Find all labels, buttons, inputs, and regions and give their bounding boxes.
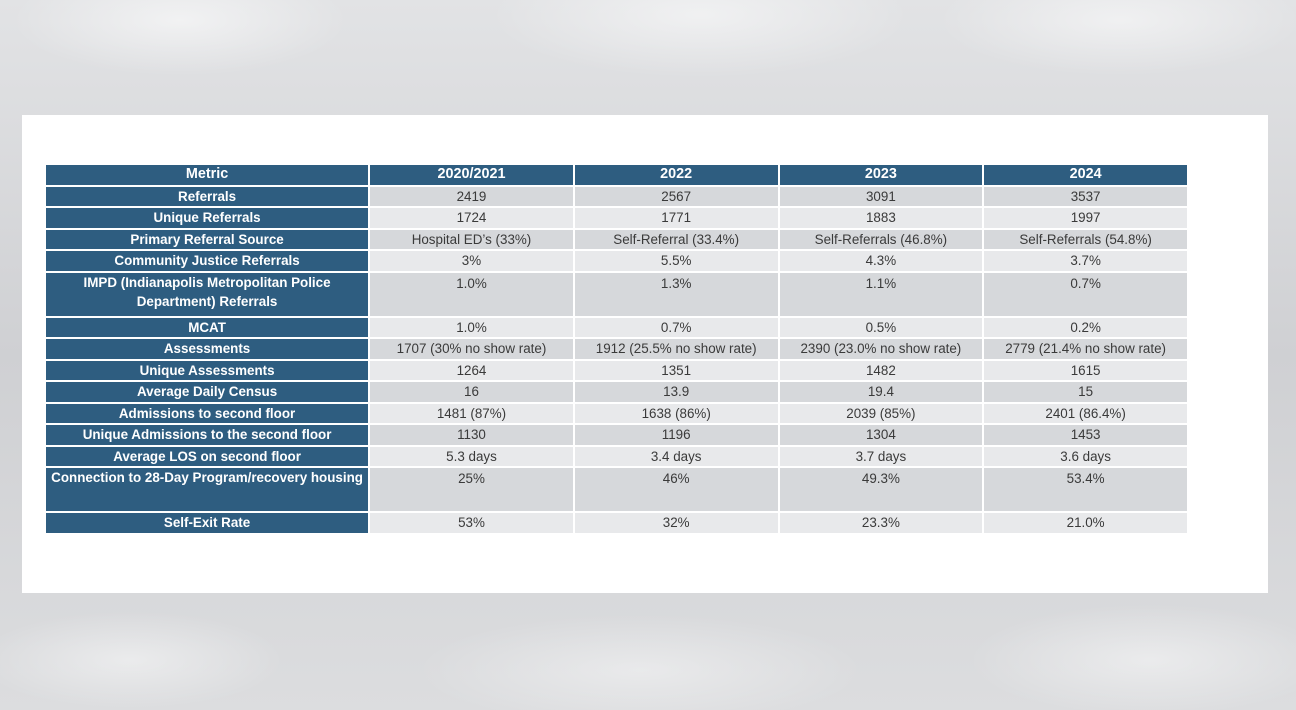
column-header-2022: 2022 xyxy=(574,165,778,185)
table-cell: 13.9 xyxy=(574,382,778,402)
row-label: MCAT xyxy=(46,317,369,337)
table-cell: 2567 xyxy=(574,186,778,206)
row-label: Average LOS on second floor xyxy=(46,446,369,466)
table-cell: 3% xyxy=(370,251,573,271)
row-label: Primary Referral Source xyxy=(46,229,369,249)
row-label: Self-Exit Rate xyxy=(46,513,369,533)
header-row: Metric 2020/2021 2022 2023 2024 xyxy=(46,165,1187,185)
table-cell: 1.3% xyxy=(574,272,778,316)
table-cell: 1883 xyxy=(779,208,983,228)
column-header-metric: Metric xyxy=(46,165,369,185)
table-row: Admissions to second floor 1481 (87%) 16… xyxy=(46,403,1187,423)
table-cell: 0.2% xyxy=(984,317,1187,337)
table-cell: Self-Referrals (54.8%) xyxy=(984,229,1187,249)
table-cell: 15 xyxy=(984,382,1187,402)
table-row: Self-Exit Rate 53% 32% 23.3% 21.0% xyxy=(46,513,1187,533)
table-cell: 2419 xyxy=(370,186,573,206)
row-label: Community Justice Referrals xyxy=(46,251,369,271)
column-header-2020-2021: 2020/2021 xyxy=(370,165,573,185)
row-label: Admissions to second floor xyxy=(46,403,369,423)
table-cell: 5.5% xyxy=(574,251,778,271)
table-row: Unique Referrals 1724 1771 1883 1997 xyxy=(46,208,1187,228)
metrics-table: Metric 2020/2021 2022 2023 2024 Referral… xyxy=(44,163,1189,535)
table-cell: 5.3 days xyxy=(370,446,573,466)
table-cell: 46% xyxy=(574,468,778,511)
table-cell: 1615 xyxy=(984,360,1187,380)
table-cell: 1453 xyxy=(984,425,1187,445)
table-cell: 4.3% xyxy=(779,251,983,271)
table-row: Average LOS on second floor 5.3 days 3.4… xyxy=(46,446,1187,466)
table-row: Unique Admissions to the second floor 11… xyxy=(46,425,1187,445)
table-row: Average Daily Census 16 13.9 19.4 15 xyxy=(46,382,1187,402)
row-label: Unique Admissions to the second floor xyxy=(46,425,369,445)
table-cell: 1482 xyxy=(779,360,983,380)
table-cell: 21.0% xyxy=(984,513,1187,533)
table-cell: 3.7% xyxy=(984,251,1187,271)
slide-panel: Metric 2020/2021 2022 2023 2024 Referral… xyxy=(22,115,1268,593)
row-label: Connection to 28-Day Program/recovery ho… xyxy=(46,468,369,511)
table-cell: 23.3% xyxy=(779,513,983,533)
table-cell: 1481 (87%) xyxy=(370,403,573,423)
table-row: Referrals 2419 2567 3091 3537 xyxy=(46,186,1187,206)
row-label: Assessments xyxy=(46,339,369,359)
table-cell: 0.7% xyxy=(984,272,1187,316)
table-cell: 1.0% xyxy=(370,272,573,316)
table-row: Unique Assessments 1264 1351 1482 1615 xyxy=(46,360,1187,380)
table-cell: 1771 xyxy=(574,208,778,228)
table-cell: 1.0% xyxy=(370,317,573,337)
table-cell: Self-Referral (33.4%) xyxy=(574,229,778,249)
table-row: Primary Referral Source Hospital ED’s (3… xyxy=(46,229,1187,249)
table-cell: 1196 xyxy=(574,425,778,445)
column-header-2023: 2023 xyxy=(779,165,983,185)
table-cell: 32% xyxy=(574,513,778,533)
table-cell: 2401 (86.4%) xyxy=(984,403,1187,423)
table-cell: 1.1% xyxy=(779,272,983,316)
table-cell: 2779 (21.4% no show rate) xyxy=(984,339,1187,359)
row-label: Unique Assessments xyxy=(46,360,369,380)
table-cell: 1638 (86%) xyxy=(574,403,778,423)
table-cell: 1997 xyxy=(984,208,1187,228)
table-cell: 0.7% xyxy=(574,317,778,337)
table-row: Assessments 1707 (30% no show rate) 1912… xyxy=(46,339,1187,359)
table-cell: 1912 (25.5% no show rate) xyxy=(574,339,778,359)
row-label: Referrals xyxy=(46,186,369,206)
table-cell: 0.5% xyxy=(779,317,983,337)
table-cell: 53.4% xyxy=(984,468,1187,511)
table-cell: 2390 (23.0% no show rate) xyxy=(779,339,983,359)
table-cell: 1707 (30% no show rate) xyxy=(370,339,573,359)
table-cell: 3.7 days xyxy=(779,446,983,466)
table-cell: 3.4 days xyxy=(574,446,778,466)
table-cell: 1351 xyxy=(574,360,778,380)
table-row: IMPD (Indianapolis Metropolitan Police D… xyxy=(46,272,1187,316)
table-row: MCAT 1.0% 0.7% 0.5% 0.2% xyxy=(46,317,1187,337)
table-cell: 1304 xyxy=(779,425,983,445)
row-label: IMPD (Indianapolis Metropolitan Police D… xyxy=(46,272,369,316)
table-cell: 16 xyxy=(370,382,573,402)
table-cell: 3.6 days xyxy=(984,446,1187,466)
row-label: Unique Referrals xyxy=(46,208,369,228)
table-cell: 2039 (85%) xyxy=(779,403,983,423)
table-cell: 3091 xyxy=(779,186,983,206)
table-cell: 3537 xyxy=(984,186,1187,206)
table-cell: 1724 xyxy=(370,208,573,228)
table-row: Connection to 28-Day Program/recovery ho… xyxy=(46,468,1187,511)
table-cell: 49.3% xyxy=(779,468,983,511)
table-cell: 1130 xyxy=(370,425,573,445)
column-header-2024: 2024 xyxy=(984,165,1187,185)
table-cell: 19.4 xyxy=(779,382,983,402)
table-cell: Hospital ED’s (33%) xyxy=(370,229,573,249)
table-cell: 25% xyxy=(370,468,573,511)
table-cell: 53% xyxy=(370,513,573,533)
table-row: Community Justice Referrals 3% 5.5% 4.3%… xyxy=(46,251,1187,271)
row-label: Average Daily Census xyxy=(46,382,369,402)
table-cell: 1264 xyxy=(370,360,573,380)
table-cell: Self-Referrals (46.8%) xyxy=(779,229,983,249)
